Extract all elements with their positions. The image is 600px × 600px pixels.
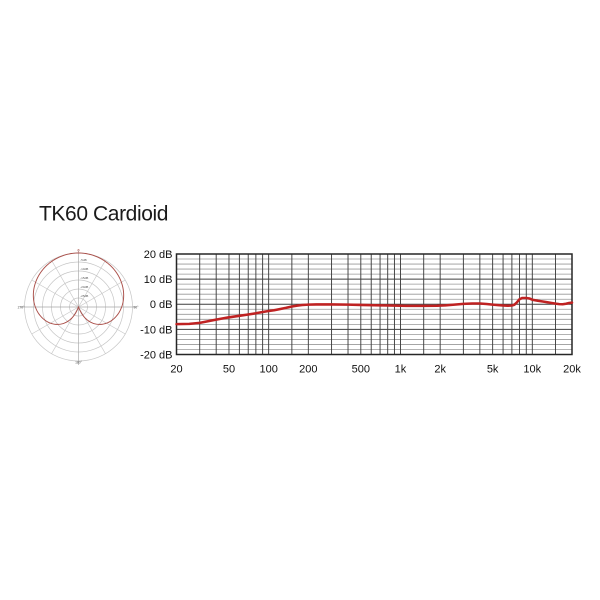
svg-text:50: 50	[223, 364, 235, 376]
svg-text:-20dB: -20dB	[80, 285, 88, 289]
svg-text:0 dB: 0 dB	[150, 299, 173, 311]
svg-text:10 dB: 10 dB	[144, 274, 173, 286]
svg-text:TK60 Cardioid: TK60 Cardioid	[39, 203, 168, 226]
svg-text:5k: 5k	[487, 364, 499, 376]
svg-text:-20 dB: -20 dB	[140, 349, 172, 361]
svg-text:20 dB: 20 dB	[144, 249, 173, 261]
svg-text:500: 500	[352, 364, 370, 376]
svg-text:90°: 90°	[134, 305, 140, 309]
svg-text:20k: 20k	[563, 364, 581, 376]
svg-text:200: 200	[299, 364, 317, 376]
svg-text:0: 0	[78, 249, 80, 253]
svg-text:-5dB: -5dB	[80, 258, 87, 262]
svg-text:1k: 1k	[395, 364, 407, 376]
svg-text:270°: 270°	[18, 305, 26, 309]
svg-text:-10dB: -10dB	[80, 267, 88, 271]
svg-text:-15dB: -15dB	[80, 276, 88, 280]
svg-text:2k: 2k	[434, 364, 446, 376]
svg-text:10k: 10k	[523, 364, 541, 376]
svg-text:100: 100	[259, 364, 277, 376]
svg-text:-25dB: -25dB	[80, 294, 88, 298]
svg-text:20: 20	[170, 364, 182, 376]
svg-text:-10 dB: -10 dB	[140, 324, 172, 336]
svg-text:180°: 180°	[75, 361, 83, 365]
